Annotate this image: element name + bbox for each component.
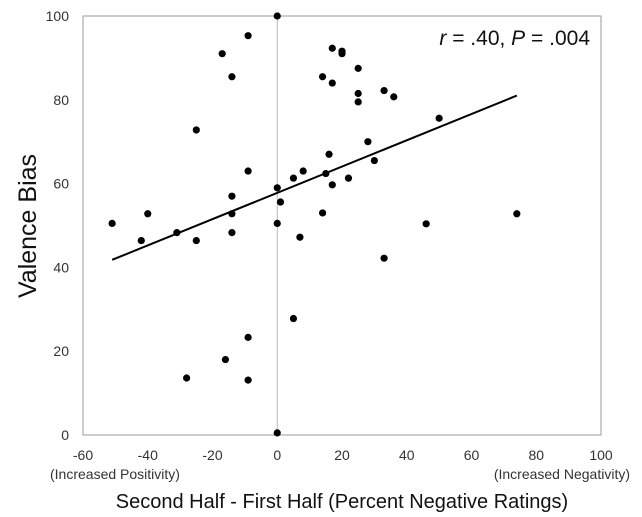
x-tick-label: 40 bbox=[399, 447, 415, 463]
data-point-20 bbox=[244, 167, 252, 175]
data-point-22 bbox=[289, 174, 298, 182]
data-point-43 bbox=[244, 333, 252, 341]
data-point-38 bbox=[137, 236, 145, 245]
x-tick-label: 60 bbox=[464, 447, 480, 463]
data-point-25 bbox=[328, 181, 336, 189]
data-point-27 bbox=[276, 198, 285, 206]
data-point-45 bbox=[183, 374, 191, 382]
data-point-15 bbox=[435, 114, 443, 122]
regression-line bbox=[111, 94, 518, 261]
data-point-14 bbox=[390, 93, 398, 101]
p-value: = .004 bbox=[525, 27, 590, 50]
data-point-46 bbox=[244, 376, 252, 384]
data-point-11 bbox=[354, 89, 362, 98]
data-point-42 bbox=[289, 314, 298, 323]
data-point-41 bbox=[380, 254, 388, 262]
data-point-34 bbox=[228, 229, 236, 237]
data-point-44 bbox=[221, 355, 230, 364]
y-axis-ticks: 0 20 40 60 80 100 bbox=[46, 8, 70, 443]
correlation-annotation: r = .40, P = .004 bbox=[439, 27, 590, 50]
data-point-2 bbox=[218, 50, 226, 58]
data-point-33 bbox=[273, 219, 281, 228]
x-tick-label: 100 bbox=[589, 447, 613, 463]
data-point-21 bbox=[299, 167, 307, 175]
data-point-30 bbox=[318, 209, 327, 217]
data-point-36 bbox=[296, 233, 304, 241]
r-symbol: r bbox=[439, 27, 447, 50]
data-point-47 bbox=[273, 429, 281, 437]
x-tick-label: 0 bbox=[273, 447, 281, 463]
data-point-3 bbox=[244, 32, 252, 40]
x-axis-ticks: -60 -40 -20 0 20 40 60 80 100 bbox=[73, 447, 613, 463]
data-point-40 bbox=[513, 210, 521, 218]
x-tick-label: -20 bbox=[202, 447, 222, 463]
data-point-39 bbox=[422, 220, 430, 228]
data-point-16 bbox=[192, 126, 200, 134]
data-point-18 bbox=[370, 156, 378, 165]
data-point-10 bbox=[354, 64, 362, 72]
data-point-13 bbox=[380, 86, 388, 95]
y-axis-title: Valence Bias bbox=[14, 154, 42, 298]
x-tick-label: -40 bbox=[138, 447, 158, 463]
data-point-28 bbox=[228, 192, 236, 200]
p-symbol: P bbox=[511, 27, 525, 50]
x-sublabel-right: (Increased Negativity) bbox=[494, 466, 630, 482]
data-point-32 bbox=[108, 219, 116, 228]
y-tick-label: 20 bbox=[53, 343, 69, 359]
y-tick-label: 100 bbox=[46, 8, 70, 24]
data-point-1 bbox=[273, 12, 281, 20]
data-point-37 bbox=[192, 236, 200, 245]
data-point-31 bbox=[144, 210, 152, 218]
data-point-8 bbox=[318, 73, 327, 81]
y-tick-label: 40 bbox=[53, 259, 69, 275]
data-point-19 bbox=[325, 150, 333, 158]
y-tick-label: 60 bbox=[53, 176, 69, 192]
data-point-7 bbox=[338, 50, 346, 58]
data-points bbox=[108, 12, 521, 437]
plot-frame bbox=[82, 15, 602, 436]
data-point-9 bbox=[328, 79, 336, 87]
r-value: = .40, bbox=[446, 27, 511, 50]
data-point-26 bbox=[273, 184, 281, 192]
x-axis-title: Second Half - First Half (Percent Negati… bbox=[116, 491, 568, 513]
data-point-4 bbox=[228, 73, 236, 81]
plot-area bbox=[82, 12, 602, 437]
y-tick-label: 0 bbox=[61, 427, 69, 443]
x-tick-label: 80 bbox=[528, 447, 544, 463]
data-point-12 bbox=[354, 98, 362, 106]
data-point-17 bbox=[364, 138, 372, 146]
x-tick-label: 20 bbox=[334, 447, 350, 463]
x-tick-label: -60 bbox=[73, 447, 93, 463]
data-point-5 bbox=[328, 44, 336, 52]
x-sublabel-left: (Increased Positivity) bbox=[50, 466, 180, 482]
y-tick-label: 80 bbox=[53, 92, 69, 108]
data-point-24 bbox=[344, 174, 353, 182]
